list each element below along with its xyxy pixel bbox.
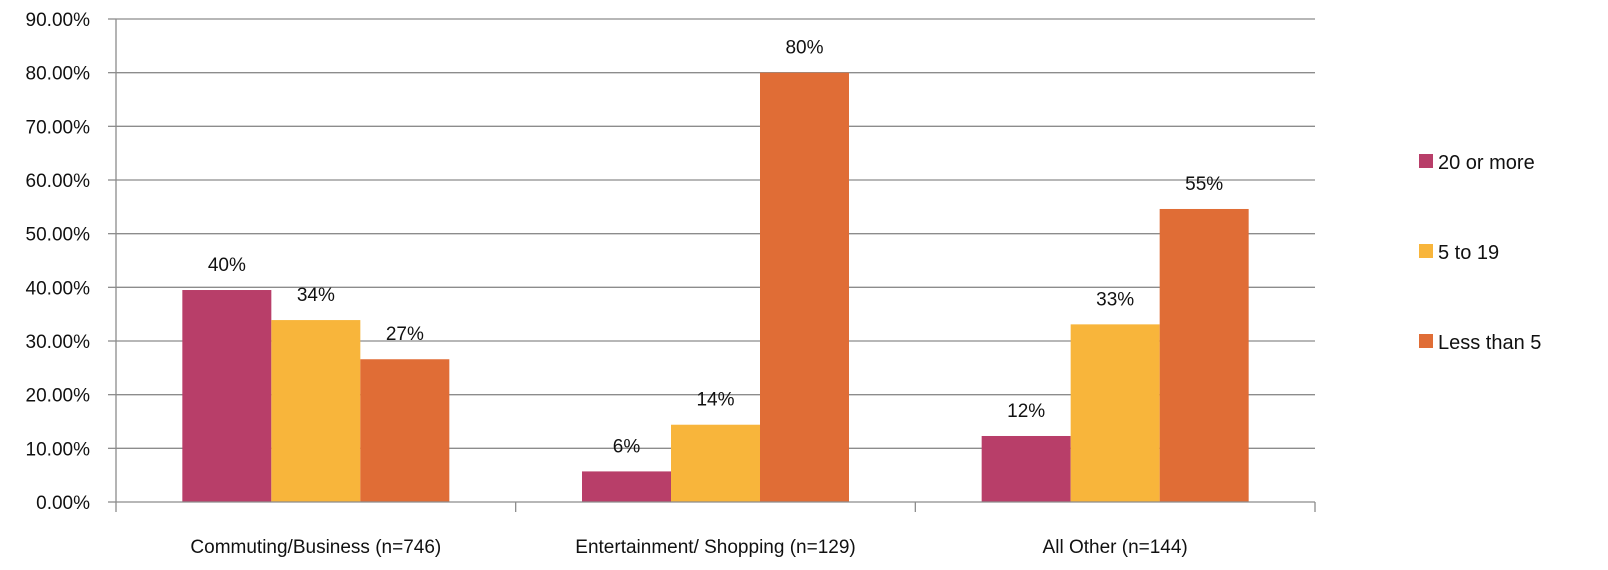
- y-tick-label: 40.00%: [26, 278, 91, 299]
- bar-5-to-19-2: [1070, 324, 1160, 502]
- bar-20-or-more-1: [582, 471, 671, 502]
- y-tick-label: 10.00%: [26, 439, 91, 460]
- y-tick-label: 80.00%: [26, 64, 91, 85]
- bar-5-to-19-0: [271, 320, 361, 502]
- x-category-label: Entertainment/ Shopping (n=129): [575, 537, 855, 558]
- legend-label: 5 to 19: [1438, 242, 1499, 264]
- data-label: 6%: [613, 436, 641, 457]
- y-tick-label: 50.00%: [26, 225, 91, 246]
- legend-swatch: [1419, 154, 1433, 168]
- y-tick-label: 90.00%: [26, 10, 91, 31]
- y-tick-label: 60.00%: [26, 171, 91, 192]
- data-label: 12%: [1007, 401, 1045, 422]
- bars: [182, 72, 1249, 503]
- legend-swatch: [1419, 244, 1433, 258]
- legend-label: Less than 5: [1438, 332, 1541, 354]
- bar-20-or-more-0: [182, 290, 272, 502]
- data-label: 14%: [696, 390, 734, 411]
- bar-less-than-5-2: [1159, 208, 1249, 503]
- y-tick-label: 70.00%: [26, 117, 91, 138]
- data-label: 40%: [208, 255, 246, 276]
- data-label: 27%: [386, 324, 424, 345]
- data-label: 55%: [1185, 174, 1223, 195]
- data-labels: 40% 34% 27% 6% 14% 80% 12% 33% 55%: [208, 38, 1223, 458]
- y-tick-label: 0.00%: [36, 493, 90, 514]
- data-label: 80%: [785, 38, 823, 59]
- x-category-label: Commuting/Business (n=746): [190, 537, 441, 558]
- bar-less-than-5-0: [360, 359, 450, 502]
- legend-label: 20 or more: [1438, 152, 1535, 174]
- legend: 20 or more 5 to 19 Less than 5: [1419, 152, 1541, 354]
- y-tick-label: 30.00%: [26, 332, 91, 353]
- axes: 0.00% 10.00% 20.00% 30.00% 40.00% 50.00% 60.00…: [26, 10, 1316, 558]
- data-label: 34%: [297, 285, 335, 306]
- data-label: 33%: [1096, 289, 1134, 310]
- x-category-label: All Other (n=144): [1043, 537, 1188, 558]
- bar-5-to-19-1: [671, 424, 760, 502]
- bar-less-than-5-1: [760, 72, 849, 503]
- y-tick-label: 20.00%: [26, 386, 91, 407]
- bar-20-or-more-2: [981, 435, 1071, 502]
- legend-swatch: [1419, 334, 1433, 348]
